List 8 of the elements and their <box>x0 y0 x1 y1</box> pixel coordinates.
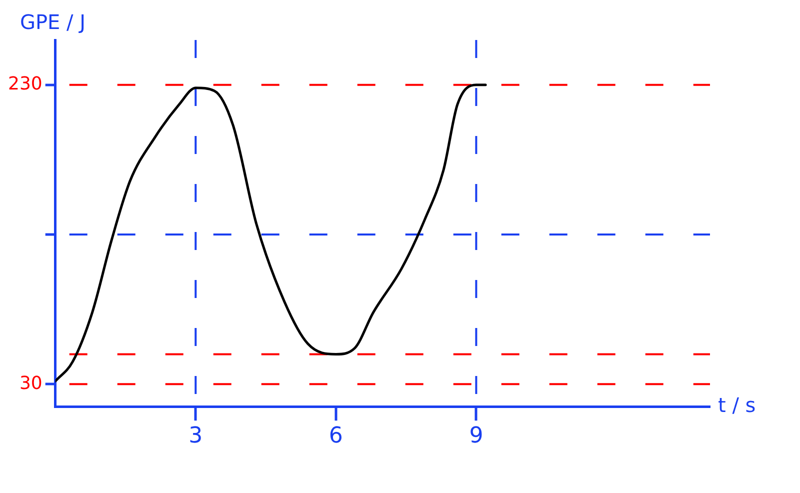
x-tick-label: 9 <box>469 424 484 449</box>
y-tick-label: 230 <box>8 74 42 95</box>
x-tick-label: 6 <box>328 424 343 449</box>
x-tick-label: 3 <box>188 424 203 449</box>
y-tick-label: 30 <box>19 372 42 394</box>
y-axis-title: GPE / J <box>20 10 86 34</box>
x-axis-title: t / s <box>718 392 756 417</box>
line-series <box>55 84 487 382</box>
